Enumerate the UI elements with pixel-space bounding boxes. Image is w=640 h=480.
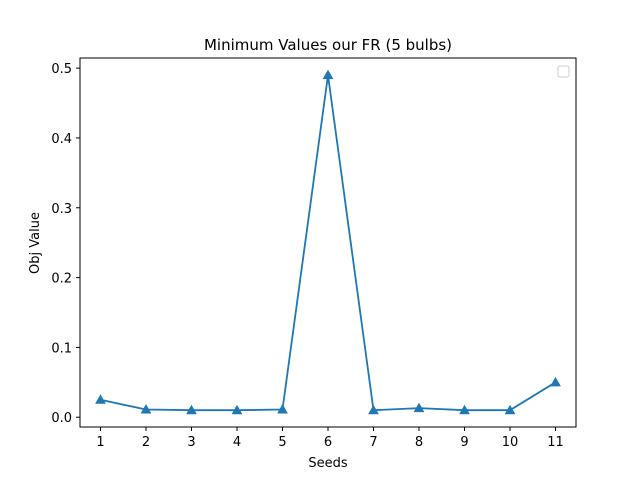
data-point-marker <box>231 404 243 415</box>
data-point-marker <box>277 404 288 414</box>
plot-frame <box>79 57 577 428</box>
data-point-marker <box>459 404 470 415</box>
y-axis-label: Obj Value <box>28 212 43 274</box>
x-tick-label: 3 <box>187 435 195 450</box>
x-tick-label: 5 <box>278 435 286 450</box>
x-tick-label: 4 <box>233 435 241 450</box>
y-tick-label: 0.2 <box>51 272 72 287</box>
legend-box <box>557 65 570 78</box>
data-point-marker <box>322 69 334 80</box>
data-point-marker <box>550 376 561 387</box>
data-point-marker <box>140 404 152 414</box>
x-axis-label: Seeds <box>308 456 348 471</box>
y-tick-label: 0.5 <box>51 62 72 77</box>
x-tick-label: 2 <box>142 435 150 450</box>
y-tick-label: 0.4 <box>51 132 72 147</box>
data-point-marker <box>95 394 106 404</box>
y-tick-label: 0.3 <box>51 202 72 217</box>
data-point-marker <box>368 404 379 415</box>
data-point-marker <box>413 402 425 413</box>
x-tick-label: 6 <box>324 435 332 450</box>
chart-title: Minimum Values our FR (5 bulbs) <box>204 36 452 54</box>
y-tick-label: 0.0 <box>51 411 72 426</box>
data-point-marker <box>186 404 197 415</box>
y-tick-label: 0.1 <box>51 341 72 356</box>
x-tick-label: 9 <box>460 435 468 450</box>
x-tick-label: 10 <box>502 435 519 450</box>
data-point-marker <box>504 404 516 415</box>
x-tick-label: 1 <box>96 435 104 450</box>
x-tick-label: 7 <box>369 435 377 450</box>
x-tick-label: 11 <box>547 435 564 450</box>
x-tick-label: 8 <box>415 435 423 450</box>
